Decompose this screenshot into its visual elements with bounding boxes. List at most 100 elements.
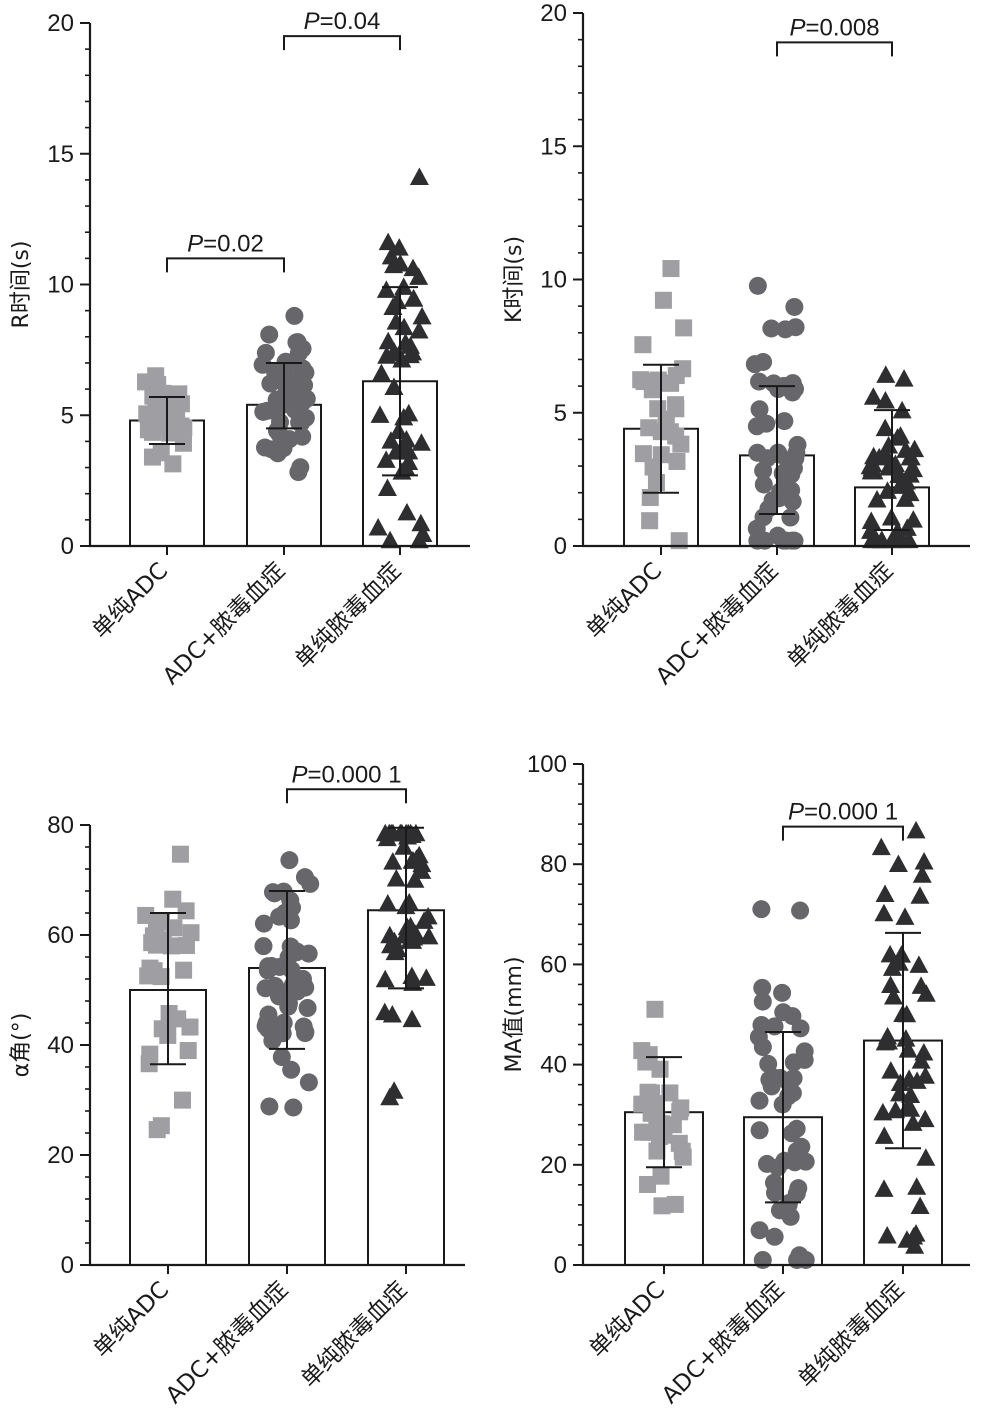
point-2-44 (266, 976, 285, 995)
point-3-31 (903, 510, 923, 528)
point-3-46 (902, 458, 922, 476)
point-3-19 (378, 894, 398, 912)
significance-bracket-2: P=0.04 (283, 8, 401, 51)
point-3-1 (877, 1225, 897, 1244)
p-value-label: P=0.02 (187, 230, 264, 257)
x-tick-label: 单纯脓毒血症 (793, 1277, 909, 1393)
y-tick-label: 5 (61, 402, 74, 429)
point-3-4 (378, 331, 398, 350)
y-axis-title: MA值(mm) (502, 956, 527, 1072)
point-2-15 (284, 1098, 303, 1117)
point-1-27 (673, 1142, 691, 1160)
point-3-14 (890, 1073, 910, 1092)
point-2-15 (293, 427, 312, 446)
point-3-23 (881, 975, 901, 993)
point-2-21 (745, 355, 764, 374)
point-3-32 (874, 1179, 894, 1197)
point-2-47 (787, 1142, 806, 1161)
point-3-34 (380, 1087, 400, 1106)
point-1-18 (661, 1084, 679, 1102)
x-tick-label: 单纯脓毒血症 (296, 1277, 412, 1393)
point-3-50 (397, 917, 417, 936)
point-2-2 (765, 1017, 784, 1036)
point-3-3 (894, 369, 914, 387)
y-tick-label: 15 (540, 133, 567, 160)
point-3-36 (411, 513, 431, 532)
error-bar-2 (765, 1031, 801, 1204)
point-2-6 (299, 1073, 318, 1092)
point-1-30 (153, 1020, 171, 1038)
error-bar-3 (885, 931, 921, 1150)
point-1-30 (645, 1102, 663, 1120)
point-1-10 (148, 1121, 166, 1139)
point-3-23 (875, 418, 895, 437)
point-2-45 (259, 1020, 278, 1039)
point-3-18 (409, 267, 429, 285)
point-3-30 (384, 377, 404, 395)
point-2-21 (753, 992, 772, 1011)
point-1-28 (640, 419, 658, 437)
point-3-38 (389, 238, 409, 256)
point-2-3 (753, 1250, 772, 1269)
error-bar-2 (269, 890, 305, 1050)
point-2-29 (259, 957, 278, 976)
point-3-17 (910, 886, 930, 904)
y-tick-label: 100 (527, 751, 567, 778)
point-2-38 (291, 458, 310, 477)
point-3-44 (895, 489, 915, 507)
y-axis-title: α角(°) (9, 1013, 34, 1078)
y-tick-label: 20 (47, 1142, 74, 1169)
point-3-18 (418, 906, 438, 925)
point-3-8 (397, 502, 417, 521)
point-3-10 (874, 1126, 894, 1144)
point-1-26 (167, 392, 185, 410)
point-1-27 (674, 360, 692, 378)
point-1-1 (639, 1175, 657, 1193)
p-value-label: P=0.000 1 (291, 761, 401, 788)
point-2-34 (784, 1053, 803, 1072)
point-3-26 (375, 969, 395, 988)
point-3-49 (892, 530, 912, 549)
point-2-36 (764, 1173, 783, 1192)
point-2-19 (762, 1077, 781, 1096)
point-3-9 (409, 320, 429, 339)
point-2-24 (753, 1038, 772, 1057)
point-3-47 (399, 441, 419, 460)
point-3-26 (900, 447, 920, 466)
point-3-35 (873, 1102, 893, 1121)
point-3-40 (896, 471, 916, 490)
error-bar-1 (149, 395, 185, 446)
point-3-31 (903, 1113, 923, 1131)
point-2-42 (764, 374, 783, 393)
point-2-28 (299, 944, 318, 963)
point-1-24 (175, 961, 193, 979)
error-bar-1 (646, 1056, 682, 1169)
point-1-30 (149, 376, 167, 394)
point-1-22 (164, 455, 182, 473)
point-2-35 (783, 492, 802, 511)
point-3-35 (383, 297, 403, 315)
point-3-39 (888, 854, 908, 872)
point-2-46 (285, 306, 304, 325)
point-2-41 (253, 355, 272, 374)
points-group-3 (368, 167, 433, 549)
point-1-19 (165, 919, 183, 937)
point-1-28 (164, 890, 182, 908)
point-1-27 (173, 1091, 191, 1109)
point-3-22 (399, 452, 419, 471)
y-tick-label: 0 (554, 533, 567, 560)
point-2-26 (762, 319, 781, 338)
point-3-42 (412, 306, 432, 325)
point-2-46 (274, 1013, 293, 1032)
point-3-46 (377, 478, 397, 496)
point-1-17 (138, 405, 156, 423)
point-3-32 (409, 167, 429, 186)
point-1-7 (654, 291, 672, 309)
point-2-48 (765, 1227, 784, 1246)
point-1-18 (137, 906, 155, 924)
point-1-26 (634, 1123, 652, 1141)
point-1-11 (160, 1005, 178, 1023)
point-3-5 (909, 955, 929, 973)
point-2-44 (775, 1151, 794, 1170)
point-3-39 (371, 363, 391, 382)
